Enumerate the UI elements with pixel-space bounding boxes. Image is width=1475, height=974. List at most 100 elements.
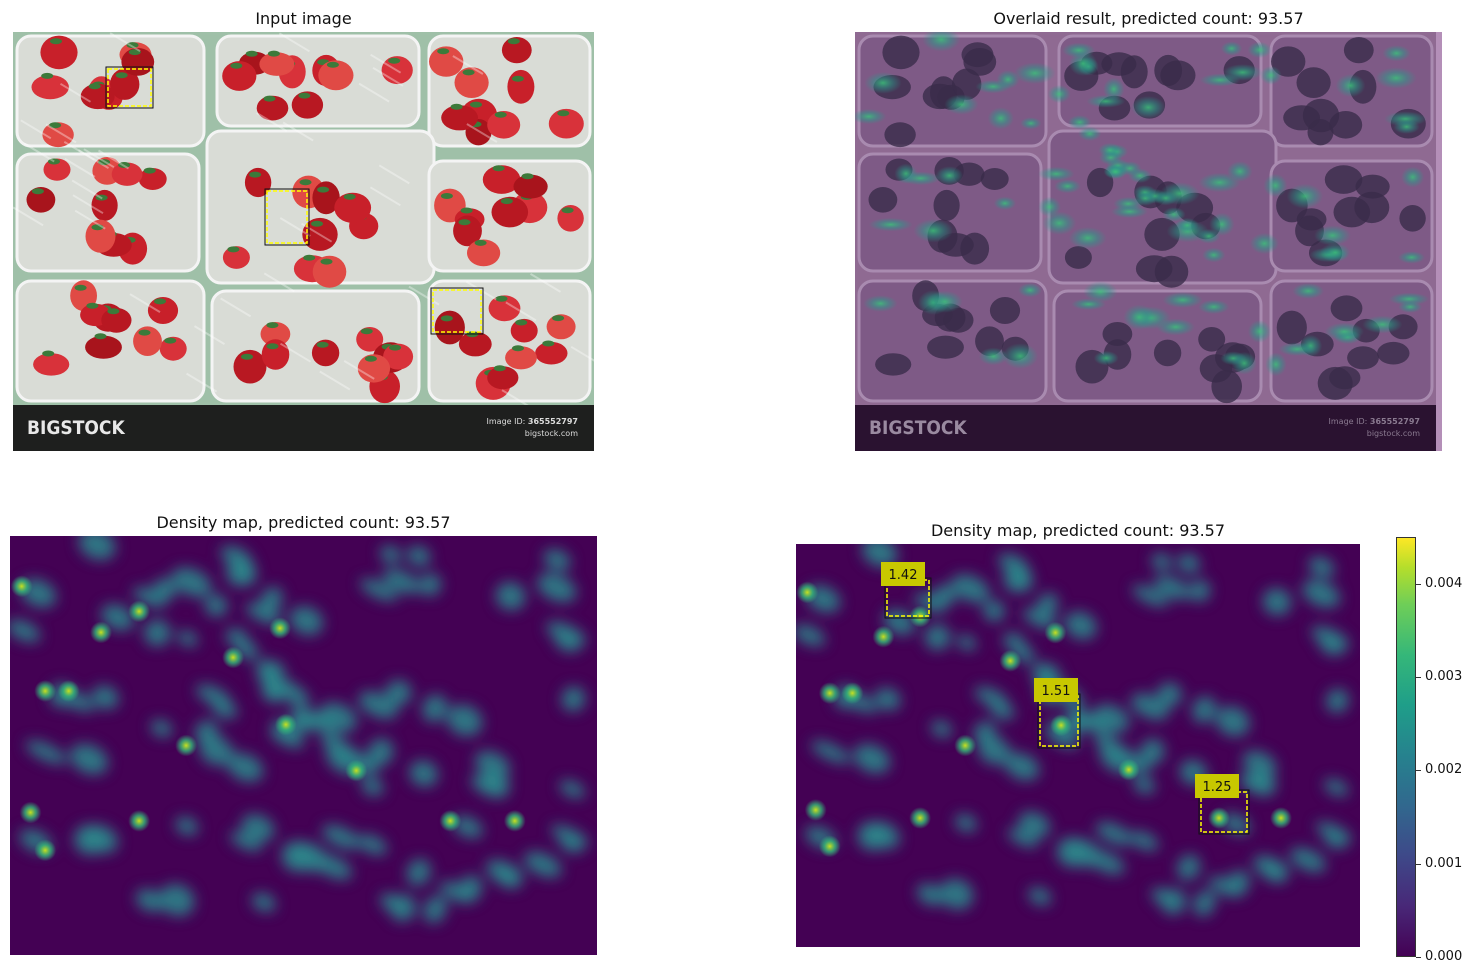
density-blob <box>1154 575 1190 600</box>
strawberry-overlay <box>1064 246 1092 269</box>
input-image-title: Input image <box>255 9 352 28</box>
exemplar-box-outline <box>264 188 310 246</box>
density-blob <box>554 632 580 653</box>
overlay-blob <box>1197 228 1221 244</box>
density-blob <box>1177 553 1200 574</box>
colorbar-tick-label: 0.004 <box>1425 575 1463 591</box>
strawberry-leaf <box>241 353 253 360</box>
density-blob <box>245 602 282 625</box>
density-blob <box>1289 847 1327 873</box>
density-blob <box>1151 553 1172 571</box>
density-blob <box>561 686 586 712</box>
plastic-glare <box>186 372 218 393</box>
density-blob <box>543 549 571 571</box>
density-blob <box>951 574 990 603</box>
density-blob <box>1064 611 1097 640</box>
overlay-blob <box>944 94 979 115</box>
plastic-glare <box>372 66 404 87</box>
overlay-blob <box>1398 301 1423 313</box>
strawberry <box>138 168 167 190</box>
strawberry-overlay <box>1101 52 1137 76</box>
overlay-result-image: BIGSTOCK Image ID: 365552797 bigstock.co… <box>855 32 1442 451</box>
exemplar-count-label-bg <box>881 562 925 586</box>
overlay-blob <box>1103 77 1125 101</box>
colorbar-tick-mark <box>1416 863 1421 865</box>
strawberry <box>26 187 56 213</box>
density-blob <box>866 821 900 850</box>
density-blob <box>92 685 119 710</box>
strawberry-leaf <box>88 83 101 90</box>
overlay-blob <box>1098 142 1122 158</box>
strawberry <box>256 95 289 121</box>
overlay-blob <box>1123 304 1156 330</box>
strawberry-leaf <box>107 308 120 315</box>
strawberry-overlay <box>1283 105 1320 131</box>
overlay-blob <box>993 196 1017 210</box>
density-blob <box>983 600 1006 622</box>
overlay-blob <box>1286 183 1324 209</box>
density-blob <box>133 586 166 608</box>
overlay-bigstock-logo: BIGSTOCK <box>869 417 967 439</box>
overlay-blob <box>1037 166 1075 181</box>
strawberry-overlay <box>1154 255 1189 288</box>
plastic-glare <box>466 123 498 143</box>
image-id-text: Image ID: 365552797 bigstock.com <box>486 417 578 438</box>
strawberry-leaf <box>474 239 487 246</box>
strawberry <box>111 162 143 186</box>
strawberry-leaf <box>298 92 311 99</box>
density-blob <box>171 567 212 598</box>
overlay-blob <box>1131 96 1166 119</box>
density-blob <box>78 536 116 561</box>
tray <box>427 279 592 403</box>
density-peak <box>909 807 932 829</box>
density-blob <box>10 619 41 643</box>
plastic-glare <box>282 121 314 142</box>
density-peak <box>19 801 42 824</box>
density-peak <box>872 625 895 648</box>
strawberry-leaf <box>360 328 373 335</box>
density-blob <box>1319 637 1344 656</box>
strawberry-leaf <box>86 302 99 309</box>
strawberry-leaf <box>512 345 524 352</box>
plastic-glare <box>505 301 537 322</box>
density-peak <box>57 680 80 702</box>
density-blob <box>227 753 264 782</box>
overlay-blob <box>1068 115 1092 130</box>
plastic-glare <box>369 186 401 207</box>
plastic-glare <box>278 32 310 53</box>
density-blob <box>383 569 421 594</box>
overlay-blob <box>1249 232 1279 255</box>
exemplar-box-outline <box>105 66 154 109</box>
plastic-glare <box>529 273 562 293</box>
density-blob <box>177 630 198 647</box>
density-blob <box>1139 738 1165 766</box>
colorbar-tick-mark <box>1416 583 1421 585</box>
input-image-canvas <box>13 32 594 451</box>
colorbar <box>1396 537 1416 957</box>
overlay-blob <box>1231 351 1257 375</box>
density-peak <box>34 680 57 702</box>
plastic-glare <box>370 53 402 74</box>
density-blob <box>1018 811 1051 838</box>
plastic-glare <box>279 217 311 237</box>
strawberry-overlay <box>927 335 964 359</box>
strawberry <box>546 314 576 340</box>
overlay-blob <box>1002 343 1039 369</box>
density-blob <box>916 883 944 906</box>
overlay-blob <box>1227 161 1253 182</box>
density-blob <box>931 720 952 738</box>
density-peak <box>175 734 198 757</box>
density-map-canvas <box>10 536 597 955</box>
strawberry-overlay <box>1347 346 1379 370</box>
density-blob <box>1262 588 1292 616</box>
strawberry-leaf <box>245 50 258 57</box>
overlay-blob <box>1247 319 1272 343</box>
plastic-glare <box>452 55 484 75</box>
strawberry-leaf <box>495 295 508 302</box>
density-peak <box>818 835 841 858</box>
strawberry-leaf <box>557 110 570 117</box>
density-peak <box>34 839 57 862</box>
strawberry-overlay <box>868 187 898 213</box>
density-blob <box>419 573 442 597</box>
colorbar-tick-mark <box>1416 677 1421 678</box>
